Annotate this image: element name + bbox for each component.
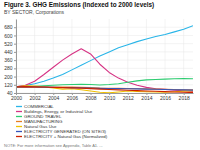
tick-label: 200 [4, 74, 13, 80]
series-line [16, 79, 193, 87]
x-axis: 2000 2002 2004 2006 2008 2010 2012 2014 2016 2018 [11, 93, 194, 101]
tick: 2006 [67, 93, 78, 101]
tick: 200 [4, 74, 16, 80]
tick-mark [14, 60, 16, 61]
legend-swatch [16, 121, 22, 122]
y-axis: 40 120 200 280 360 440 520 600 680 [4, 20, 16, 97]
chart: Figure 3. GHG Emissions (Indexed to 2000… [0, 0, 200, 150]
tick-label: 440 [4, 49, 13, 55]
grid-line [146, 19, 147, 93]
tick: 440 [4, 49, 16, 55]
tick: 680 [4, 24, 16, 30]
tick: 280 [4, 65, 16, 71]
tick-label: 2004 [48, 95, 59, 101]
grid-line [109, 19, 110, 93]
tick-label: 2014 [141, 95, 152, 101]
legend-swatch [16, 131, 22, 132]
tick-mark [14, 44, 16, 45]
tick: 600 [4, 33, 16, 39]
tick-label: 2000 [11, 95, 22, 101]
legend: COMMERCIALBuildings, Energy, or Industri… [16, 104, 108, 139]
tick-label: 2018 [179, 95, 190, 101]
tick-mark [14, 27, 16, 28]
tick: 2012 [123, 93, 134, 101]
series-line [16, 49, 193, 92]
grid-line [53, 19, 54, 93]
tick: 360 [4, 57, 16, 63]
subtitle: BY SECTOR, Corporations [4, 9, 65, 15]
tick-label: 680 [4, 24, 13, 30]
grid-line [16, 60, 193, 61]
tick-mark [14, 77, 16, 78]
tick-mark [14, 85, 16, 86]
series-line [16, 87, 193, 93]
tick-label: 2016 [160, 95, 171, 101]
tick-mark [14, 35, 16, 36]
axis-line [17, 93, 194, 94]
legend-label: ELECTRICITY + Natural Gas (Normalized) [24, 134, 108, 139]
grid [16, 19, 193, 93]
grid-line [16, 19, 17, 93]
grid-line [16, 43, 193, 44]
tick: 2002 [30, 93, 41, 101]
tick: 520 [4, 41, 16, 47]
tick: 2000 [11, 93, 22, 101]
tick-label: 360 [4, 57, 13, 63]
axis-line [16, 20, 17, 94]
tick-label: 2012 [123, 95, 134, 101]
legend-swatch [16, 111, 22, 112]
grid-line [165, 19, 166, 93]
plot-area: 2000 2002 2004 2006 2008 2010 2012 2014 2016 2018… [4, 19, 193, 101]
tick-mark [14, 68, 16, 69]
grid-line [16, 27, 193, 28]
grid-line [16, 76, 193, 77]
tick: 2014 [141, 93, 152, 101]
tick-label: 2002 [30, 95, 41, 101]
tick-label: 2006 [67, 95, 78, 101]
legend-swatch [16, 126, 22, 127]
grid-line [183, 19, 184, 93]
tick-label: 600 [4, 33, 13, 39]
grid-line [90, 19, 91, 93]
tick-mark [14, 52, 16, 53]
tick: 2018 [179, 93, 190, 101]
tick: 40 [7, 90, 16, 96]
tick: 2004 [48, 93, 59, 101]
tick-label: 280 [4, 65, 13, 71]
tick-label: 120 [4, 82, 13, 88]
tick: 2008 [85, 93, 96, 101]
tick-label: 40 [7, 90, 13, 96]
title: Figure 3. GHG Emissions (Indexed to 2000… [4, 1, 154, 9]
legend-swatch [16, 116, 22, 117]
tick-label: 2010 [104, 95, 115, 101]
grid-line [16, 51, 193, 52]
note: NOTE: For more information see Appendix,… [4, 143, 103, 148]
tick: 2016 [160, 93, 171, 101]
tick-label: 2008 [85, 95, 96, 101]
tick: 120 [4, 82, 16, 88]
series-line [16, 26, 193, 87]
legend-swatch [16, 136, 22, 137]
lines [16, 26, 193, 93]
tick-mark [14, 93, 16, 94]
grid-line [71, 19, 72, 93]
series-line [16, 86, 193, 93]
legend-swatch [16, 106, 22, 107]
grid-line [16, 35, 193, 36]
tick: 2010 [104, 93, 115, 101]
legend-item: ELECTRICITY + Natural Gas (Normalized) [16, 134, 108, 139]
tick-label: 520 [4, 41, 13, 47]
